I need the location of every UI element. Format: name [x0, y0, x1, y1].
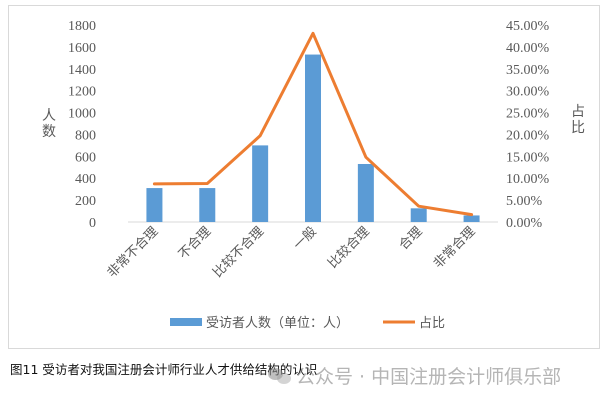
- legend-bar-label: 受访者人数（单位：人）: [206, 316, 349, 331]
- right-tick-label: 30.00%: [506, 85, 550, 100]
- combo-chart: 0 200 400 600 800 1000 1200 1400 1600 1800 0.00% 5…: [42, 19, 585, 331]
- watermark: 公众号 · 中国注册会计师俱乐部: [268, 362, 561, 389]
- watermark-text: 公众号 · 中国注册会计师俱乐部: [296, 366, 562, 388]
- left-tick-label: 0: [89, 216, 96, 231]
- category-label: 不合理: [176, 224, 214, 262]
- legend-bar-swatch: [170, 318, 202, 326]
- right-tick-label: 40.00%: [506, 41, 550, 56]
- right-axis-ticks: 0.00% 5.00% 10.00% 15.00% 20.00% 25.00% 30.00%…: [506, 19, 550, 231]
- category-label: 比较不合理: [210, 224, 267, 281]
- bar: [146, 188, 163, 222]
- category-label: 非常不合理: [105, 224, 162, 281]
- left-tick-label: 1200: [68, 85, 96, 100]
- bar: [357, 163, 374, 222]
- right-tick-label: 35.00%: [506, 63, 550, 78]
- bar-series: [146, 54, 480, 222]
- left-axis-ticks: 0 200 400 600 800 1000 1200 1400 1600 1800: [68, 19, 96, 231]
- wechat-icon: [268, 366, 292, 386]
- left-tick-label: 1600: [68, 41, 96, 56]
- legend: 受访者人数（单位：人） 占比: [170, 316, 445, 331]
- right-tick-label: 0.00%: [506, 216, 543, 231]
- category-label: 合理: [397, 224, 426, 253]
- left-tick-label: 400: [75, 172, 96, 187]
- category-label: 一般: [290, 224, 320, 254]
- category-label: 比较合理: [325, 224, 372, 271]
- left-axis-title: 人数: [42, 108, 56, 140]
- right-tick-label: 10.00%: [506, 172, 550, 187]
- bar: [463, 215, 480, 222]
- left-tick-label: 200: [75, 194, 96, 209]
- right-tick-label: 45.00%: [506, 19, 550, 34]
- right-tick-label: 25.00%: [506, 107, 550, 122]
- bar: [305, 54, 321, 222]
- right-tick-label: 20.00%: [506, 128, 550, 143]
- percentage-line: [152, 31, 474, 217]
- chart-frame: [8, 5, 600, 349]
- left-tick-label: 600: [75, 150, 96, 165]
- left-tick-label: 800: [75, 128, 96, 143]
- left-tick-label: 1400: [68, 63, 96, 78]
- figure-caption: 图11 受访者对我国注册会计师行业人才供给结构的认识: [10, 362, 318, 377]
- bar: [199, 188, 216, 222]
- bar: [252, 145, 269, 222]
- right-tick-label: 5.00%: [506, 194, 543, 209]
- left-tick-label: 1800: [68, 19, 96, 34]
- right-axis-title: 占比: [571, 104, 585, 136]
- bar: [410, 208, 427, 222]
- category-label: 非常合理: [431, 224, 478, 271]
- left-tick-label: 1000: [68, 107, 96, 122]
- right-tick-label: 15.00%: [506, 150, 550, 165]
- legend-line-label: 占比: [419, 316, 445, 331]
